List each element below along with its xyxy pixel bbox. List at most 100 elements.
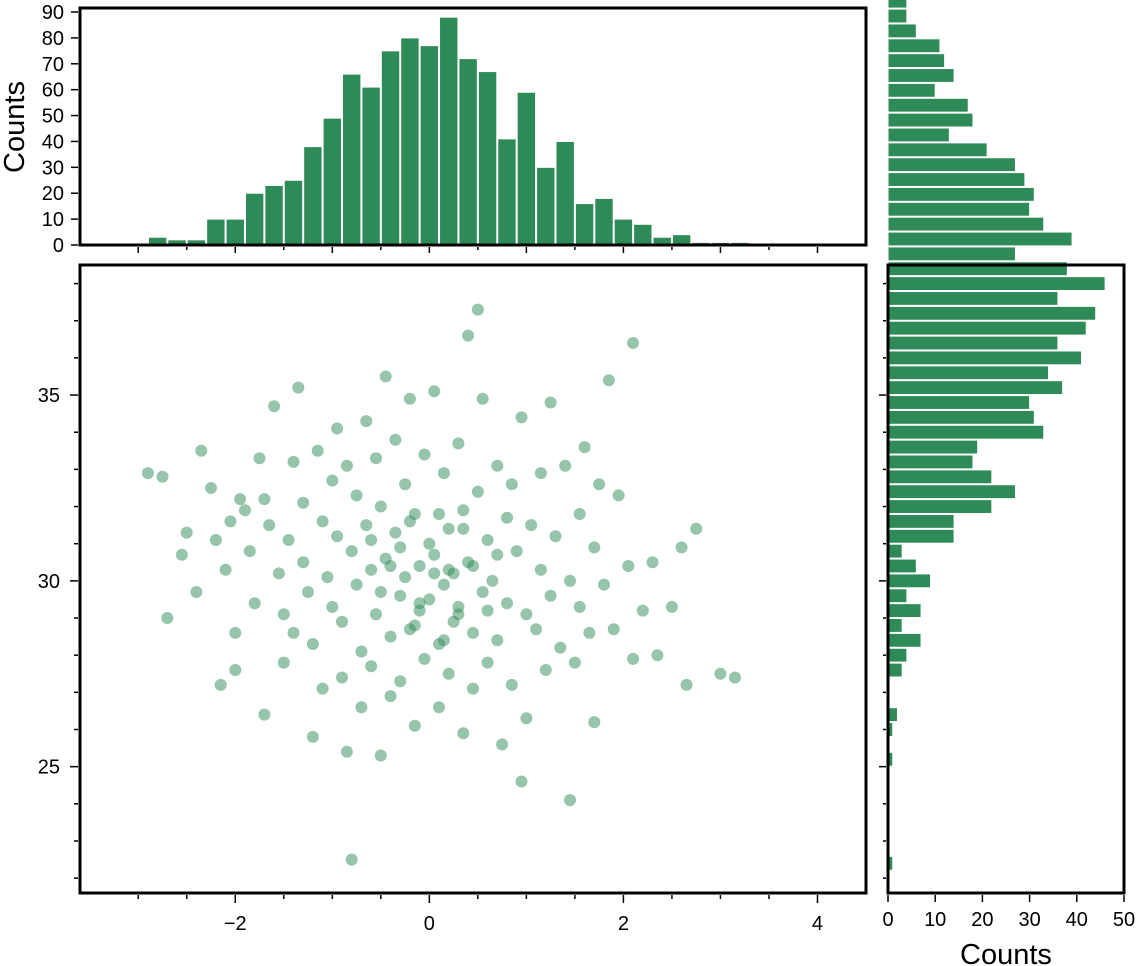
- scatter-point: [593, 478, 606, 491]
- scatter-point: [471, 485, 484, 498]
- scatter-point: [457, 504, 470, 517]
- scatter-point: [360, 415, 373, 428]
- scatter-point: [714, 667, 727, 680]
- scatter-point: [229, 664, 242, 676]
- scatter-point: [442, 522, 455, 535]
- x-tick-label: 0: [424, 913, 435, 935]
- scatter-point: [437, 634, 450, 647]
- scatter-point: [399, 571, 412, 584]
- scatter-point: [365, 563, 378, 576]
- x-tick-label: −2: [224, 913, 247, 935]
- scatter-point: [442, 667, 455, 680]
- top-histogram-bar: [497, 138, 517, 246]
- top-histogram-bar: [322, 117, 342, 246]
- right-histogram-bar: [887, 231, 1073, 247]
- right-histogram-bar: [887, 484, 1016, 500]
- scatter-point: [336, 615, 348, 628]
- top-histogram-bar: [225, 218, 245, 246]
- y-tick-label: 35: [38, 385, 60, 407]
- scatter-point: [442, 563, 455, 576]
- scatter-point: [646, 556, 659, 569]
- right-histogram-bar: [887, 38, 941, 54]
- top-histogram-panel: 0 10 20 30 40 50 60 70 80 90 Counts: [0, 2, 868, 257]
- right-histogram-bar: [887, 558, 917, 574]
- scatter-point: [564, 794, 576, 807]
- top-histogram-bar: [594, 197, 614, 246]
- scatter-point: [452, 437, 465, 450]
- right-x-tick-label: 40: [1066, 909, 1088, 931]
- scatter-point: [224, 515, 237, 528]
- right-histogram-bar: [887, 320, 1087, 336]
- scatter-point: [340, 745, 353, 758]
- top-histogram-bar: [671, 234, 692, 246]
- scatter-point: [534, 563, 547, 576]
- scatter-point: [530, 623, 543, 636]
- scatter-point: [316, 682, 329, 695]
- right-histogram-bar: [887, 454, 974, 470]
- x-tick-label: 4: [812, 913, 823, 935]
- scatter-point: [627, 337, 640, 349]
- scatter-point: [374, 500, 387, 513]
- scatter-point: [428, 548, 441, 561]
- scatter-point: [690, 522, 703, 535]
- scatter-point: [394, 589, 407, 602]
- scatter-point: [214, 678, 227, 691]
- scatter-point: [161, 612, 174, 624]
- top-y-tick-label: 40: [42, 131, 64, 153]
- scatter-point: [598, 578, 610, 591]
- top-histogram-bar: [244, 192, 265, 246]
- scatter-point: [297, 556, 310, 569]
- scatter-point: [175, 548, 188, 561]
- right-histogram-bar: [887, 618, 903, 633]
- right-x-tick-label: 0: [882, 909, 893, 931]
- scatter-point: [331, 422, 344, 435]
- scatter-point: [544, 589, 557, 602]
- right-histogram-bar: [887, 424, 1045, 440]
- scatter-point: [365, 660, 378, 673]
- scatter-point: [141, 467, 154, 480]
- scatter-point: [437, 578, 450, 591]
- scatter-point: [370, 452, 382, 465]
- top-histogram-bar: [342, 73, 362, 246]
- right-x-tick-label: 10: [924, 909, 946, 931]
- top-y-tick-label: 50: [42, 106, 64, 128]
- scatter-point: [486, 574, 499, 587]
- right-histogram-bar: [887, 469, 993, 485]
- scatter-point: [258, 493, 271, 506]
- top-histogram-bar: [400, 37, 420, 246]
- right-histogram-bar: [887, 127, 950, 143]
- scatter-point: [729, 671, 741, 684]
- right-histogram-bar: [887, 186, 1035, 202]
- scatter-point: [467, 682, 479, 695]
- scatter-point: [374, 586, 387, 598]
- scatter-point: [457, 727, 470, 740]
- y-tick-label: 25: [38, 757, 60, 779]
- scatter-point: [491, 634, 504, 647]
- right-histogram-panel: 0 10 20 30 40 50 Counts: [879, 0, 1135, 966]
- right-histogram-bar: [887, 246, 1016, 262]
- scatter-point: [476, 586, 489, 598]
- scatter-point: [394, 675, 407, 688]
- scatter-point: [564, 574, 576, 587]
- scatter-point: [544, 396, 557, 409]
- scatter-point: [272, 567, 285, 580]
- scatter-point: [413, 560, 426, 572]
- top-histogram-bar: [303, 146, 323, 246]
- scatter-point: [520, 608, 533, 621]
- scatter-point: [675, 541, 688, 554]
- top-y-tick-label: 90: [42, 2, 64, 24]
- scatter-point: [394, 541, 407, 554]
- scatter-point: [423, 537, 436, 550]
- scatter-point: [467, 626, 479, 639]
- scatter-point: [433, 701, 445, 714]
- scatter-point: [481, 604, 494, 617]
- scatter-point: [408, 719, 421, 732]
- scatter-point: [258, 708, 271, 721]
- right-histogram-bar: [887, 216, 1045, 232]
- scatter-point: [515, 411, 528, 424]
- right-histogram-bar: [887, 53, 946, 69]
- right-histogram-bar: [887, 499, 993, 514]
- right-histogram-bar: [887, 201, 1031, 217]
- top-histogram-bar: [439, 16, 459, 246]
- right-histogram-bar: [887, 647, 908, 663]
